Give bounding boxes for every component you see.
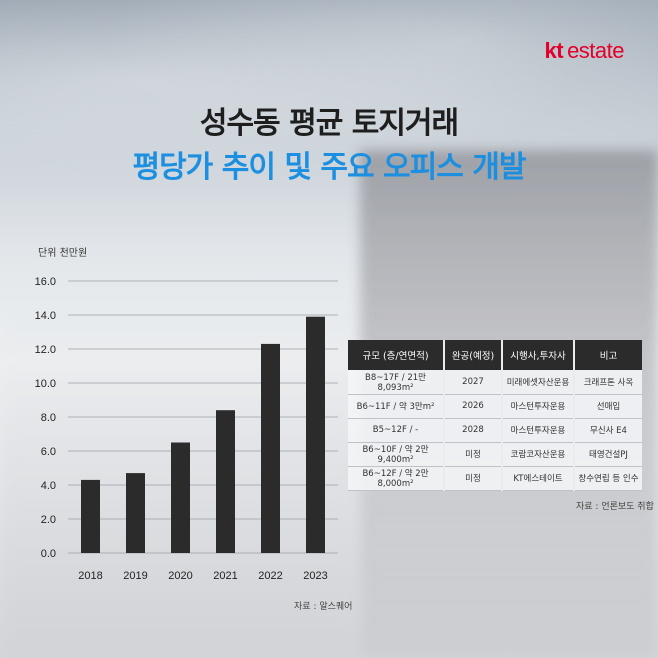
x-tick-label: 2022 — [258, 570, 282, 582]
cell-scale: B6~10F / 약 2만9,400m² — [348, 442, 445, 467]
bar-2021 — [216, 410, 235, 553]
bar-2020 — [171, 442, 190, 553]
cell-note: 크래프톤 사옥 — [574, 370, 642, 395]
cell-developer: 미래에셋자산운용 — [502, 370, 575, 395]
y-tick-label: 0.0 — [41, 548, 56, 560]
header-scale: 규모 (층/연면적) — [348, 340, 445, 370]
header-completion: 완공(예정) — [444, 340, 503, 370]
y-tick-label: 14.0 — [35, 310, 56, 322]
cell-developer: KT에스테이트 — [502, 466, 575, 491]
cell-completion: 2028 — [444, 418, 503, 443]
x-tick-label: 2020 — [168, 570, 192, 582]
bar-2018 — [81, 479, 100, 553]
cell-completion: 2026 — [444, 394, 503, 419]
x-tick-label: 2019 — [123, 570, 147, 582]
bar-2019 — [126, 473, 145, 553]
cell-scale: B5~12F / - — [348, 418, 445, 443]
chart-source: 자료 : 알스퀘어 — [294, 602, 353, 612]
cell-completion: 2027 — [444, 370, 503, 395]
cell-developer: 마스턴투자운용 — [502, 418, 575, 443]
cell-completion: 미정 — [444, 442, 503, 467]
y-tick-label: 4.0 — [41, 480, 56, 492]
table-row: B6~12F / 약 2만8,000m² 미정 KT에스테이트 창수연립 등 인… — [348, 466, 642, 491]
cell-note: 선매입 — [574, 394, 642, 419]
table-row: B5~12F / - 2028 마스턴투자운용 무신사 E4 — [348, 418, 642, 443]
page-title: 성수동 평균 토지거래 — [199, 106, 459, 141]
cell-developer: 코람코자산운용 — [502, 442, 575, 467]
cell-completion: 미정 — [444, 466, 503, 491]
office-development-table: 규모 (층/연면적) 완공(예정) 시행사,투자사 비고 B8~17F / 21… — [348, 340, 642, 491]
y-tick-label: 8.0 — [41, 412, 56, 424]
header-note: 비고 — [574, 340, 642, 370]
table-row: B6~11F / 약 3만m² 2026 마스턴투자운용 선매입 — [348, 394, 642, 419]
bar-2023 — [306, 316, 325, 553]
bar-2022 — [261, 343, 280, 553]
cell-scale: B6~12F / 약 2만8,000m² — [348, 466, 445, 491]
kt-estate-logo: kt estate — [545, 38, 625, 64]
y-tick-label: 16.0 — [35, 276, 56, 288]
y-tick-label: 6.0 — [41, 446, 56, 458]
logo-kt: kt — [544, 38, 564, 63]
table-header-row: 규모 (층/연면적) 완공(예정) 시행사,투자사 비고 — [348, 340, 642, 370]
chart-unit-label: 단위 천만원 — [38, 248, 88, 259]
x-tick-label: 2023 — [303, 570, 327, 582]
table-source: 자료 : 언론보도 취합 — [576, 502, 654, 512]
cell-note: 무신사 E4 — [574, 418, 642, 443]
x-tick-label: 2021 — [213, 570, 237, 582]
y-tick-label: 10.0 — [35, 378, 56, 390]
y-tick-label: 12.0 — [35, 344, 56, 356]
cell-scale: B6~11F / 약 3만m² — [348, 394, 445, 419]
cell-developer: 마스턴투자운용 — [502, 394, 575, 419]
y-tick-label: 2.0 — [41, 514, 56, 526]
header-developer: 시행사,투자사 — [502, 340, 575, 370]
table-row: B6~10F / 약 2만9,400m² 미정 코람코자산운용 태영건설PJ — [348, 442, 642, 467]
cell-note: 태영건설PJ — [574, 442, 642, 467]
cell-scale: B8~17F / 21만8,093m² — [348, 370, 445, 395]
cell-note: 창수연립 등 인수 — [574, 466, 642, 491]
table-row: B8~17F / 21만8,093m² 2027 미래에셋자산운용 크래프톤 사… — [348, 370, 642, 395]
page-subtitle: 평당가 추이 및 주요 오피스 개발 — [132, 150, 526, 185]
x-tick-label: 2018 — [78, 570, 102, 582]
logo-estate: estate — [567, 38, 624, 63]
